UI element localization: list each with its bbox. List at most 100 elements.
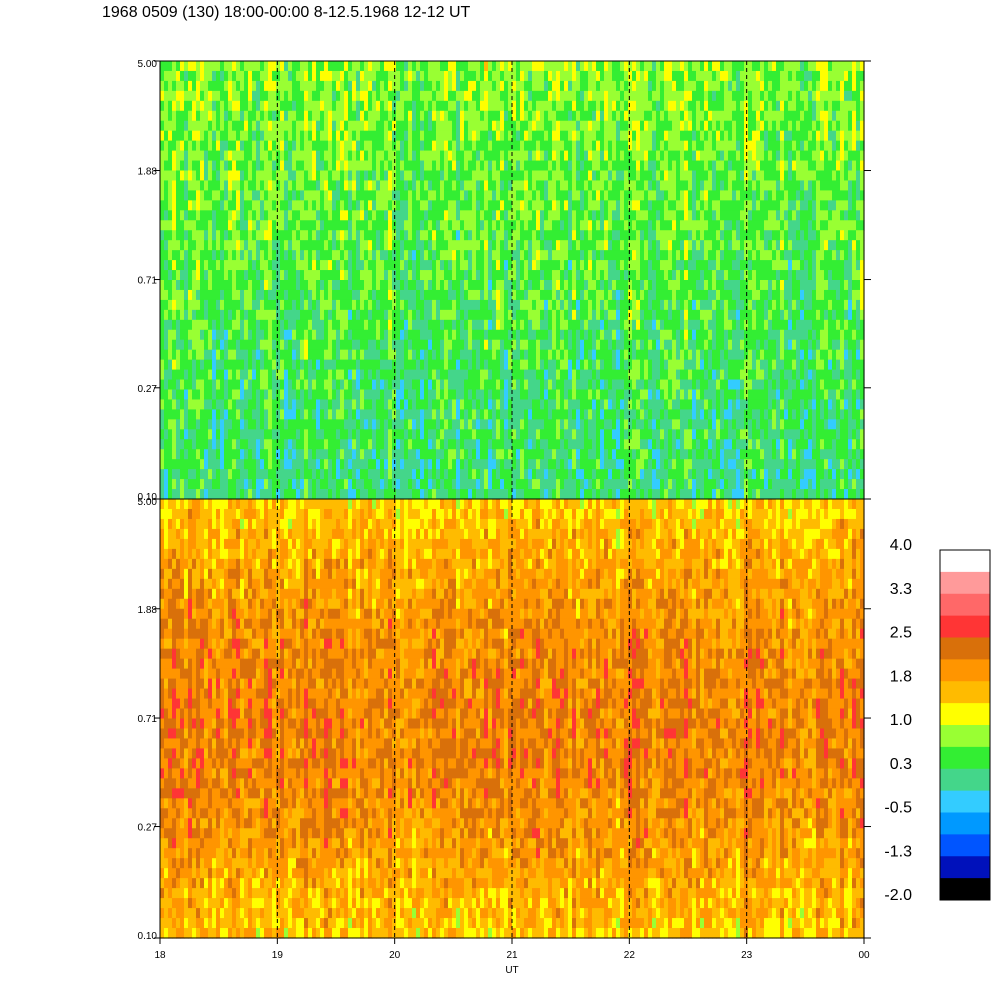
heatmap-cell	[416, 230, 421, 241]
heatmap-cell	[440, 170, 445, 182]
heatmap-cell	[448, 100, 453, 112]
heatmap-cell	[192, 61, 197, 72]
heatmap-cell	[248, 200, 253, 211]
heatmap-cell	[560, 190, 565, 201]
heatmap-cell	[176, 160, 181, 172]
heatmap-cell	[404, 140, 409, 152]
heatmap-cell	[400, 110, 405, 122]
heatmap-cell	[272, 130, 277, 142]
heatmap-cell	[460, 180, 465, 191]
heatmap-cell	[604, 349, 609, 361]
heatmap-cell	[364, 409, 369, 420]
heatmap-cell	[404, 270, 409, 281]
heatmap-cell	[308, 289, 313, 301]
heatmap-cell	[544, 349, 549, 361]
heatmap-cell	[388, 399, 393, 410]
heatmap-cell	[584, 160, 589, 172]
heatmap-cell	[328, 110, 333, 122]
heatmap-cell	[280, 309, 285, 321]
heatmap-cell	[400, 100, 405, 112]
heatmap-cell	[552, 280, 557, 291]
heatmap-cell	[572, 180, 577, 191]
heatmap-cell	[524, 319, 529, 331]
heatmap-cell	[308, 319, 313, 331]
heatmap-cell	[416, 250, 421, 261]
heatmap-cell	[556, 180, 561, 191]
heatmap-cell	[292, 260, 297, 271]
heatmap-cell	[484, 130, 489, 142]
heatmap-cell	[308, 429, 313, 440]
heatmap-cell	[468, 349, 473, 361]
heatmap-cell	[176, 70, 181, 82]
heatmap-cell	[540, 260, 545, 271]
heatmap-cell	[516, 459, 521, 470]
heatmap-cell	[548, 240, 553, 251]
heatmap-cell	[508, 250, 513, 261]
heatmap-cell	[588, 479, 593, 490]
heatmap-cell	[576, 289, 581, 301]
heatmap-cell	[488, 459, 493, 470]
heatmap-cell	[372, 489, 377, 500]
heatmap-cell	[528, 329, 533, 341]
heatmap-cell	[356, 399, 361, 410]
heatmap-cell	[240, 80, 245, 92]
heatmap-cell	[564, 439, 569, 450]
heatmap-cell	[416, 429, 421, 440]
heatmap-cell	[216, 130, 221, 142]
heatmap-cell	[596, 210, 601, 221]
heatmap-cell	[160, 489, 165, 500]
heatmap-cell	[412, 399, 417, 410]
heatmap-cell	[476, 329, 481, 341]
heatmap-cell	[220, 319, 225, 331]
heatmap-cell	[316, 170, 321, 182]
heatmap-cell	[176, 469, 181, 480]
heatmap-cell	[448, 90, 453, 102]
heatmap-cell	[600, 479, 605, 490]
heatmap-cell	[316, 80, 321, 92]
heatmap-cell	[352, 230, 357, 241]
heatmap-cell	[448, 439, 453, 450]
heatmap-cell	[240, 399, 245, 410]
heatmap-cell	[432, 140, 437, 152]
heatmap-cell	[268, 329, 273, 341]
heatmap-cell	[468, 250, 473, 261]
heatmap-cell	[368, 90, 373, 102]
heatmap-cell	[368, 200, 373, 211]
heatmap-cell	[192, 70, 197, 82]
heatmap-cell	[228, 489, 233, 500]
heatmap-cell	[256, 489, 261, 500]
heatmap-cell	[352, 140, 357, 152]
heatmap-cell	[240, 359, 245, 371]
heatmap-cell	[576, 70, 581, 82]
heatmap-cell	[464, 479, 469, 490]
heatmap-cell	[176, 459, 181, 470]
heatmap-cell	[452, 439, 457, 450]
heatmap-cell	[320, 339, 325, 351]
heatmap-cell	[220, 419, 225, 430]
heatmap-cell	[544, 200, 549, 211]
heatmap-cell	[420, 409, 425, 420]
heatmap-cell	[384, 260, 389, 271]
heatmap-cell	[432, 100, 437, 112]
heatmap-cell	[244, 140, 249, 152]
heatmap-cell	[204, 250, 209, 261]
heatmap-cell	[228, 419, 233, 430]
heatmap-cell	[352, 489, 357, 500]
heatmap-cell	[264, 100, 269, 112]
heatmap-cell	[164, 319, 169, 331]
heatmap-cell	[596, 220, 601, 231]
heatmap-cell	[412, 459, 417, 470]
heatmap-cell	[456, 110, 461, 122]
heatmap-cell	[188, 80, 193, 92]
heatmap-cell	[280, 429, 285, 440]
heatmap-cell	[560, 449, 565, 460]
heatmap-cell	[448, 389, 453, 401]
heatmap-cell	[544, 170, 549, 182]
heatmap-cell	[348, 280, 353, 291]
heatmap-cell	[352, 110, 357, 122]
heatmap-cell	[424, 90, 429, 102]
heatmap-cell	[436, 369, 441, 381]
heatmap-cell	[228, 309, 233, 321]
heatmap-cell	[424, 409, 429, 420]
heatmap-cell	[460, 369, 465, 381]
